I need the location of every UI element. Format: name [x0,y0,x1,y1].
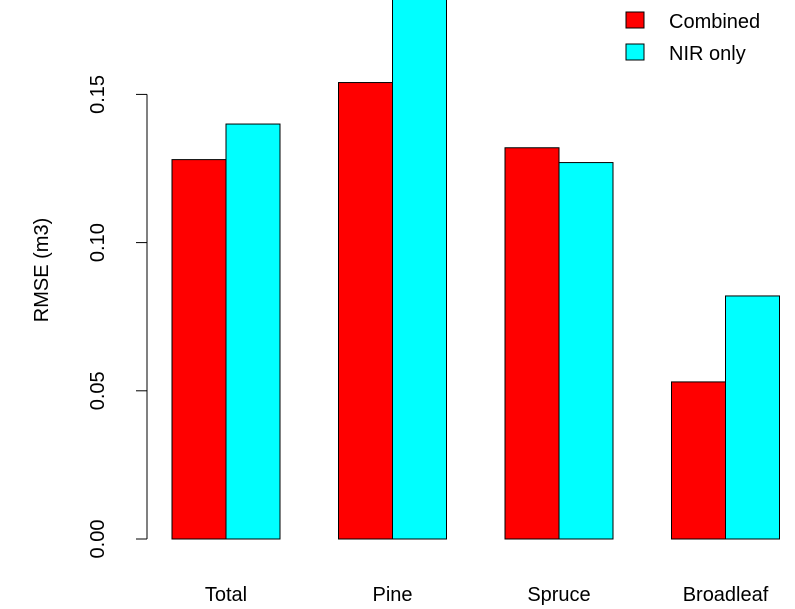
bar-nir-only-broadleaf [725,295,780,540]
legend-label-nir-only: NIR only [669,43,746,65]
bar-combined-total [171,159,227,540]
bar-combined-broadleaf [671,381,726,540]
bar-nir-only-pine [392,0,447,540]
legend-label-combined: Combined [669,11,760,33]
y-axis-title: RMSE (m3) [31,218,53,322]
y-tick-label: 0.10 [87,223,109,262]
bar-combined-spruce [504,147,560,540]
x-tick-label: Spruce [527,584,590,606]
y-tick-label: 0.05 [87,371,109,410]
bars-layer [171,0,780,540]
legend-swatch-nir-only [625,43,645,61]
bar-nir-only-spruce [558,162,614,540]
legend: Combined NIR only [625,11,760,65]
x-axis-labels: Total Pine Spruce Broadleaf [205,584,769,606]
bar-combined-pine [338,82,393,540]
y-tick-label: 0.15 [87,75,109,114]
x-tick-label: Broadleaf [683,584,769,606]
y-tick-label: 0.00 [87,520,109,559]
x-tick-label: Total [205,584,247,606]
bar-nir-only-total [225,123,281,540]
y-axis: 0.00 0.05 0.10 0.15 [87,75,148,559]
legend-swatch-combined [625,11,645,29]
x-tick-label: Pine [372,584,412,606]
y-ticks: 0.00 0.05 0.10 0.15 [87,75,147,559]
